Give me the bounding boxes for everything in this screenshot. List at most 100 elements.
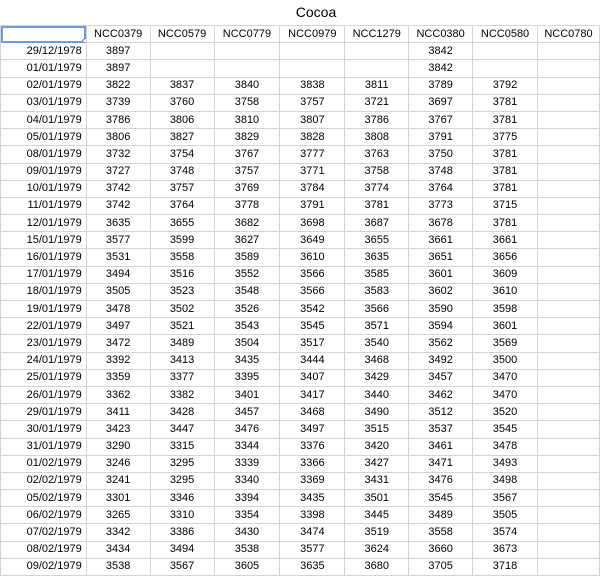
value-cell[interactable]: 3377 xyxy=(149,368,215,387)
value-cell[interactable]: 3661 xyxy=(472,231,538,250)
value-cell[interactable] xyxy=(536,437,600,456)
value-cell[interactable]: 3537 xyxy=(408,420,474,439)
value-cell[interactable]: 3493 xyxy=(472,454,538,473)
value-cell[interactable]: 3655 xyxy=(344,231,410,250)
value-cell[interactable]: 3339 xyxy=(213,454,281,473)
date-cell[interactable]: 15/01/1979 xyxy=(0,231,87,250)
value-cell[interactable]: 3435 xyxy=(213,351,281,370)
value-cell[interactable]: 3697 xyxy=(408,93,474,112)
value-cell[interactable]: 3526 xyxy=(213,299,281,319)
value-cell[interactable] xyxy=(536,128,600,147)
value-cell[interactable]: 3566 xyxy=(279,282,346,302)
date-cell[interactable]: 05/01/1979 xyxy=(0,128,87,147)
value-cell[interactable]: 3489 xyxy=(149,334,215,353)
value-cell[interactable]: 3781 xyxy=(472,145,538,164)
value-cell[interactable] xyxy=(536,403,600,422)
value-cell[interactable] xyxy=(536,540,600,559)
value-cell[interactable]: 3897 xyxy=(85,42,151,61)
date-cell[interactable]: 03/01/1979 xyxy=(0,93,87,112)
value-cell[interactable] xyxy=(536,351,600,370)
value-cell[interactable]: 3569 xyxy=(472,334,538,353)
value-cell[interactable]: 3366 xyxy=(279,454,346,473)
value-cell[interactable]: 3517 xyxy=(279,334,346,353)
value-cell[interactable]: 3420 xyxy=(344,437,410,456)
date-cell[interactable]: 11/01/1979 xyxy=(0,196,87,216)
value-cell[interactable]: 3781 xyxy=(344,196,410,216)
value-cell[interactable]: 3828 xyxy=(279,128,346,147)
value-cell[interactable]: 3649 xyxy=(279,231,346,250)
value-cell[interactable]: 3739 xyxy=(85,93,151,112)
date-cell[interactable]: 05/02/1979 xyxy=(0,489,87,508)
value-cell[interactable] xyxy=(536,420,600,439)
value-cell[interactable]: 3811 xyxy=(344,76,410,95)
value-cell[interactable]: 3417 xyxy=(279,385,346,405)
value-cell[interactable]: 3827 xyxy=(149,128,215,147)
date-cell[interactable]: 25/01/1979 xyxy=(0,368,87,387)
value-cell[interactable]: 3392 xyxy=(85,351,151,370)
value-cell[interactable]: 3515 xyxy=(344,420,410,439)
value-cell[interactable]: 3605 xyxy=(213,557,281,576)
date-cell[interactable]: 31/01/1979 xyxy=(0,437,87,456)
value-cell[interactable]: 3792 xyxy=(472,76,538,95)
value-cell[interactable]: 3610 xyxy=(472,282,538,302)
value-cell[interactable]: 3498 xyxy=(472,471,538,491)
value-cell[interactable] xyxy=(536,282,600,302)
value-cell[interactable]: 3838 xyxy=(279,76,346,95)
value-cell[interactable]: 3246 xyxy=(85,454,151,473)
value-cell[interactable]: 3434 xyxy=(85,540,151,559)
date-cell[interactable]: 29/01/1979 xyxy=(0,403,87,422)
date-cell[interactable]: 26/01/1979 xyxy=(0,385,87,405)
value-cell[interactable] xyxy=(536,42,600,61)
date-cell[interactable]: 04/01/1979 xyxy=(0,110,87,130)
value-cell[interactable]: 3687 xyxy=(344,214,410,233)
value-cell[interactable]: 3781 xyxy=(472,162,538,181)
value-cell[interactable]: 3682 xyxy=(213,214,281,233)
value-cell[interactable]: 3492 xyxy=(408,351,474,370)
value-cell[interactable]: 3754 xyxy=(149,145,215,164)
value-cell[interactable] xyxy=(536,145,600,164)
value-cell[interactable]: 3545 xyxy=(472,420,538,439)
value-cell[interactable]: 3678 xyxy=(408,214,474,233)
value-cell[interactable] xyxy=(536,265,600,284)
value-cell[interactable] xyxy=(536,385,600,405)
value-cell[interactable]: 3757 xyxy=(149,179,215,198)
value-cell[interactable]: 3829 xyxy=(213,128,281,147)
value-cell[interactable] xyxy=(279,59,346,78)
value-cell[interactable]: 3505 xyxy=(85,282,151,302)
value-cell[interactable]: 3589 xyxy=(213,248,281,267)
value-cell[interactable]: 3447 xyxy=(149,420,215,439)
value-cell[interactable]: 3538 xyxy=(213,540,281,559)
value-cell[interactable]: 3673 xyxy=(472,540,538,559)
column-header[interactable]: NCC0379 xyxy=(85,24,151,44)
value-cell[interactable]: 3428 xyxy=(149,403,215,422)
value-cell[interactable]: 3423 xyxy=(85,420,151,439)
value-cell[interactable]: 3301 xyxy=(85,489,151,508)
value-cell[interactable]: 3781 xyxy=(472,179,538,198)
value-cell[interactable]: 3807 xyxy=(279,110,346,130)
value-cell[interactable]: 3462 xyxy=(408,385,474,405)
value-cell[interactable]: 3601 xyxy=(408,265,474,284)
value-cell[interactable]: 3545 xyxy=(279,317,346,336)
value-cell[interactable]: 3778 xyxy=(213,196,281,216)
value-cell[interactable]: 3354 xyxy=(213,506,281,525)
value-cell[interactable]: 3545 xyxy=(408,489,474,508)
value-cell[interactable] xyxy=(536,59,600,78)
value-cell[interactable]: 3748 xyxy=(408,162,474,181)
value-cell[interactable]: 3504 xyxy=(213,334,281,353)
value-cell[interactable]: 3577 xyxy=(279,540,346,559)
value-cell[interactable]: 3715 xyxy=(472,196,538,216)
value-cell[interactable]: 3610 xyxy=(279,248,346,267)
value-cell[interactable]: 3721 xyxy=(344,93,410,112)
value-cell[interactable]: 3599 xyxy=(149,231,215,250)
value-cell[interactable]: 3472 xyxy=(85,334,151,353)
value-cell[interactable]: 3407 xyxy=(279,368,346,387)
value-cell[interactable]: 3376 xyxy=(279,437,346,456)
value-cell[interactable]: 3497 xyxy=(279,420,346,439)
value-cell[interactable]: 3478 xyxy=(85,299,151,319)
value-cell[interactable]: 3806 xyxy=(85,128,151,147)
value-cell[interactable]: 3727 xyxy=(85,162,151,181)
value-cell[interactable]: 3651 xyxy=(408,248,474,267)
value-cell[interactable]: 3398 xyxy=(279,506,346,525)
value-cell[interactable]: 3791 xyxy=(279,196,346,216)
value-cell[interactable]: 3359 xyxy=(85,368,151,387)
